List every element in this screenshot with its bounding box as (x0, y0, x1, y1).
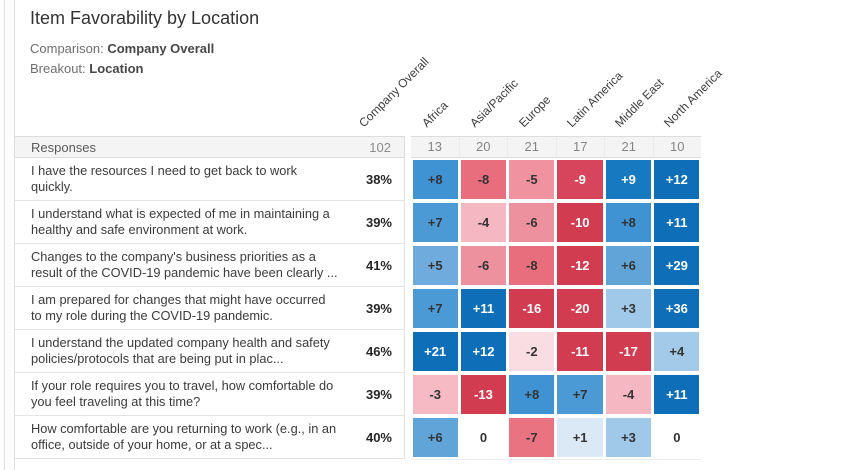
question-text: I understand what is expected of me in m… (31, 206, 330, 237)
heatmap-cell: +8 (412, 160, 458, 199)
heatmap-cell: +3 (605, 418, 652, 457)
comparison-value: Company Overall (107, 41, 215, 56)
breakout-label: Breakout: (30, 61, 86, 76)
heatmap-cell: +9 (605, 160, 652, 199)
heatmap-cell: 0 (460, 418, 507, 457)
heatmap-cell: -7 (509, 418, 555, 457)
column-header-europe: Europe (515, 92, 554, 130)
question-text: I understand the updated company health … (31, 335, 330, 366)
column-header-middle-east: Middle East (612, 75, 667, 130)
heatmap-cell: -6 (509, 203, 555, 242)
breakout-value: Location (89, 61, 144, 76)
heatmap-cell: +11 (654, 203, 700, 242)
question-row[interactable]: I understand the updated company health … (14, 330, 405, 373)
heatmap-cell: +7 (412, 203, 458, 242)
favorability-percent: 38% (365, 171, 392, 187)
heatmap-cell: -17 (605, 332, 652, 371)
page-title: Item Favorability by Location (30, 8, 260, 28)
heatmap-cell: +36 (654, 289, 700, 328)
heatmap-cell: +12 (460, 332, 507, 371)
response-count: 20 (460, 137, 508, 157)
heatmap-cell: +1 (557, 418, 603, 457)
question-row[interactable]: I am prepared for changes that might hav… (14, 287, 405, 330)
question-text: If your role requires you to travel, how… (31, 378, 334, 409)
response-count: 10 (670, 139, 685, 154)
heatmap-cell: +11 (654, 375, 700, 414)
heatmap-cell: +8 (605, 203, 652, 242)
heatmap-cell: -13 (460, 375, 507, 414)
heatmap-cell: +8 (509, 375, 555, 414)
overall-response-count: 102 (369, 139, 391, 155)
heatmap-cell: +6 (605, 246, 652, 285)
question-row[interactable]: If your role requires you to travel, how… (14, 373, 405, 416)
responses-header-label: Responses (31, 139, 97, 155)
favorability-percent: 46% (365, 343, 392, 359)
counts-band: 13 20 21 17 21 10 (411, 136, 701, 158)
comparison-label: Comparison: (30, 41, 104, 56)
column-header-africa: Africa (419, 98, 451, 130)
heatmap-cell: -16 (509, 289, 555, 328)
heatmap-cell: 0 (654, 418, 700, 457)
question-row[interactable]: Changes to the company's business priori… (14, 244, 405, 287)
question-row[interactable]: How comfortable are you returning to wor… (14, 416, 405, 459)
question-row[interactable]: I understand what is expected of me in m… (14, 201, 405, 244)
favorability-percent: 41% (365, 257, 392, 273)
response-count: 17 (557, 137, 605, 157)
heatmap-cell: +11 (460, 289, 507, 328)
heatmap-cell: -9 (557, 160, 603, 199)
heatmap-cell: +4 (654, 332, 700, 371)
heatmap-cell: -4 (460, 203, 507, 242)
heatmap-cell: +12 (654, 160, 700, 199)
response-count: 21 (605, 137, 654, 157)
column-header-north-america: North America (660, 66, 725, 130)
question-text: I am prepared for changes that might hav… (31, 292, 326, 323)
heatmap-cell: -8 (509, 246, 555, 285)
heatmap-cell: -4 (605, 375, 652, 414)
heatmap-cell: -12 (557, 246, 603, 285)
question-text: How comfortable are you returning to wor… (31, 421, 337, 452)
question-text: I have the resources I need to get back … (31, 163, 298, 194)
heatmap-cell: +7 (557, 375, 603, 414)
question-row[interactable]: I have the resources I need to get back … (14, 158, 405, 201)
heatmap-cell: +29 (654, 246, 700, 285)
heatmap-cell: +3 (605, 289, 652, 328)
heatmap-cell: -8 (460, 160, 507, 199)
heatmap-cell: +21 (412, 332, 458, 371)
heatmap-cell: -5 (509, 160, 555, 199)
heatmap-cell: -2 (509, 332, 555, 371)
breakout-line: Breakout: Location (30, 61, 143, 76)
heatmap-cell: +6 (412, 418, 458, 457)
heatmap-cell: +5 (412, 246, 458, 285)
responses-header-row: Responses 102 (14, 136, 405, 158)
column-header-asia-pacific: Asia/Pacific (467, 76, 522, 130)
heatmap-cell: -3 (412, 375, 458, 414)
response-count: 13 (411, 137, 460, 157)
favorability-percent: 39% (365, 386, 392, 402)
heatmap-bottom-border (411, 459, 701, 460)
heatmap-cell: -11 (557, 332, 603, 371)
heatmap-cell: -10 (557, 203, 603, 242)
response-count: 21 (508, 137, 557, 157)
question-text: Changes to the company's business priori… (31, 249, 338, 280)
heatmap-cell: -6 (460, 246, 507, 285)
favorability-percent: 39% (365, 300, 392, 316)
favorability-percent: 39% (365, 214, 392, 230)
favorability-percent: 40% (365, 429, 392, 445)
heatmap-cell: +7 (412, 289, 458, 328)
comparison-line: Comparison: Company Overall (30, 41, 214, 56)
heatmap-cell: -20 (557, 289, 603, 328)
